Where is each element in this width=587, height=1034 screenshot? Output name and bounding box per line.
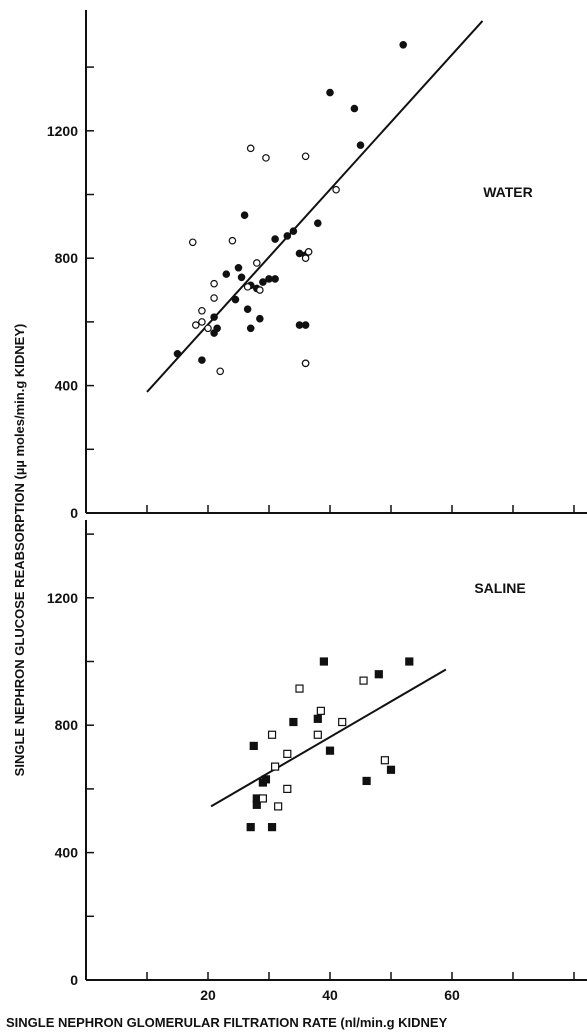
saline-open-square-point	[267, 730, 277, 739]
saline-filled-square-point	[319, 657, 328, 666]
water-open-circle-point	[301, 152, 310, 161]
water-panel-title: WATER	[483, 184, 533, 200]
water-open-circle-point	[256, 286, 264, 294]
water-filled-circle-point	[243, 305, 252, 313]
saline-open-square-point	[380, 756, 389, 765]
x-tick-label: 60	[444, 987, 460, 1003]
saline-y-tick-label: 800	[55, 717, 79, 733]
saline-filled-square-point	[249, 741, 258, 751]
water-filled-circle-point	[271, 275, 279, 283]
saline-y-tick-label: 400	[55, 845, 79, 861]
water-filled-circle-point	[231, 295, 240, 304]
water-filled-circle-point	[326, 88, 334, 97]
water-open-circle-point	[210, 294, 218, 302]
water-filled-circle-point	[210, 313, 218, 321]
water-filled-circle-point	[213, 324, 221, 333]
saline-panel-title: SALINE	[474, 580, 525, 596]
water-filled-circle-point	[271, 235, 279, 243]
water-filled-circle-point	[295, 249, 304, 258]
water-y-tick-label: 800	[55, 250, 79, 266]
water-y-tick-label: 0	[70, 505, 78, 521]
saline-filled-square-point	[267, 823, 277, 832]
saline-filled-square-point	[246, 823, 255, 832]
saline-open-square-point	[258, 794, 267, 803]
water-open-circle-point	[301, 254, 310, 263]
saline-open-square-point	[313, 730, 322, 739]
saline-y-tick-label: 0	[70, 972, 78, 988]
y-axis-label: SINGLE NEPHRON GLUCOSE REABSORPTION (µµ …	[12, 324, 27, 777]
water-open-circle-point	[246, 144, 255, 153]
water-filled-circle-point	[356, 141, 365, 149]
water-open-circle-point	[332, 185, 340, 194]
water-open-circle-point	[198, 306, 206, 315]
water-open-circle-point	[204, 324, 212, 333]
saline-open-square-point	[359, 676, 368, 685]
saline-open-square-point	[338, 717, 347, 727]
water-open-circle-point	[252, 259, 261, 267]
water-open-circle-point	[188, 238, 197, 247]
saline-open-square-point	[295, 684, 304, 693]
saline-filled-square-point	[313, 714, 322, 723]
water-open-circle-point	[216, 367, 225, 376]
water-open-circle-point	[210, 279, 218, 288]
x-tick-label: 20	[200, 987, 216, 1003]
saline-y-tick-label: 1200	[47, 590, 78, 606]
water-fit-line	[146, 20, 484, 393]
saline-fit-line	[210, 668, 447, 808]
saline-filled-square-point	[325, 746, 335, 755]
water-open-circle-point	[304, 248, 313, 256]
water-filled-circle-point	[234, 263, 243, 272]
water-filled-circle-point	[222, 270, 231, 278]
saline-open-square-point	[271, 762, 280, 771]
water-open-circle-point	[192, 321, 200, 329]
water-filled-circle-point	[256, 314, 264, 323]
x-tick-label: 40	[322, 987, 338, 1003]
water-filled-circle-point	[295, 321, 304, 329]
water-open-circle-point	[228, 236, 237, 245]
water-filled-circle-point	[313, 219, 322, 227]
water-open-circle-point	[301, 359, 310, 368]
water-open-circle-point	[243, 283, 252, 291]
water-filled-circle-point	[173, 349, 182, 358]
water-filled-circle-point	[237, 273, 246, 282]
water-filled-circle-point	[240, 211, 249, 220]
water-filled-circle-point	[198, 356, 206, 364]
saline-open-square-point	[283, 749, 292, 758]
saline-open-square-point	[283, 784, 292, 794]
saline-filled-square-point	[362, 776, 371, 786]
water-filled-circle-point	[350, 104, 359, 113]
water-filled-circle-point	[265, 275, 273, 283]
water-filled-circle-point	[289, 227, 298, 235]
water-filled-circle-point	[301, 321, 310, 329]
water-y-tick-label: 400	[55, 378, 79, 394]
saline-filled-square-point	[261, 775, 271, 784]
water-open-circle-point	[262, 154, 270, 162]
saline-filled-square-point	[374, 670, 383, 679]
saline-filled-square-point	[405, 657, 414, 666]
saline-open-square-point	[316, 706, 325, 715]
water-filled-circle-point	[283, 232, 292, 240]
water-y-tick-label: 1200	[47, 123, 78, 139]
saline-open-square-point	[274, 802, 283, 811]
water-filled-circle-point	[399, 41, 408, 49]
saline-filled-square-point	[289, 717, 298, 727]
water-filled-circle-point	[246, 324, 255, 333]
saline-filled-square-point	[386, 765, 396, 774]
water-filled-circle-point	[259, 278, 267, 286]
x-axis-label: SINGLE NEPHRON GLOMERULAR FILTRATION RAT…	[6, 1015, 448, 1030]
water-open-circle-point	[198, 318, 206, 326]
